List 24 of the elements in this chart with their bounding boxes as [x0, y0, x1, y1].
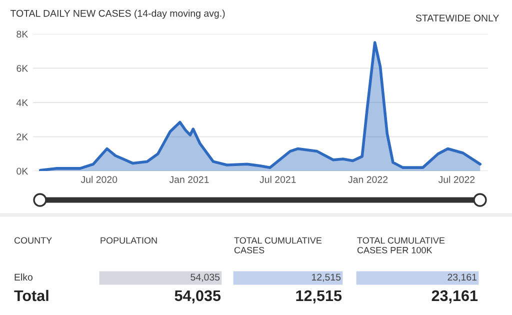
text: 23,161 [448, 274, 477, 282]
chart-title: TOTAL DAILY NEW CASES (14-day moving avg.) [10, 10, 225, 19]
text: TOTAL CUMULATIVE CASES PER 100K [357, 237, 445, 254]
y-tick-label: 6K [16, 64, 28, 72]
text: Total [14, 290, 48, 302]
text: 12,515 [296, 290, 342, 304]
text: COUNTY [14, 237, 52, 244]
y-tick-label: 8K [16, 30, 28, 38]
text: 54,035 [174, 290, 221, 304]
x-tick-label: Jul 2020 [80, 176, 118, 183]
x-tick-label: Jul 2021 [260, 176, 296, 183]
text: STATEWIDE ONLY [416, 14, 499, 22]
y-tick-label: 4K [16, 99, 28, 106]
text: 23,161 [432, 290, 478, 304]
y-tick-label: 0K [16, 168, 28, 175]
text: 54,035 [190, 274, 220, 282]
x-tick-label: Jan 2021 [169, 176, 209, 183]
text: POPULATION [100, 237, 157, 244]
x-tick-label: Jan 2022 [348, 176, 388, 183]
y-tick-label: 2K [16, 133, 28, 140]
text: TOTAL CUMULATIVE CASES [234, 237, 322, 254]
x-tick-label: Jul 2022 [438, 176, 475, 183]
text: 12,515 [312, 274, 341, 282]
text: Elko [14, 273, 33, 281]
